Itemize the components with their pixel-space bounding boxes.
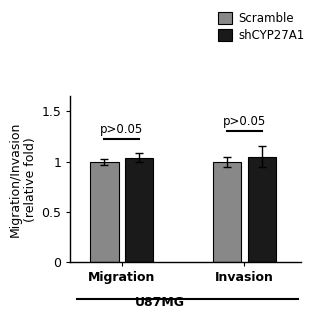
Bar: [213, 162, 241, 262]
Text: p>0.05: p>0.05: [223, 115, 266, 128]
Y-axis label: Migration/Invasion
(relative fold): Migration/Invasion (relative fold): [9, 122, 37, 237]
Text: U87MG: U87MG: [135, 296, 185, 309]
Bar: [90, 162, 118, 262]
Legend: Scramble, shCYP27A1: Scramble, shCYP27A1: [218, 12, 305, 42]
Bar: [248, 156, 276, 262]
Text: p>0.05: p>0.05: [100, 123, 143, 136]
Bar: [125, 157, 153, 262]
